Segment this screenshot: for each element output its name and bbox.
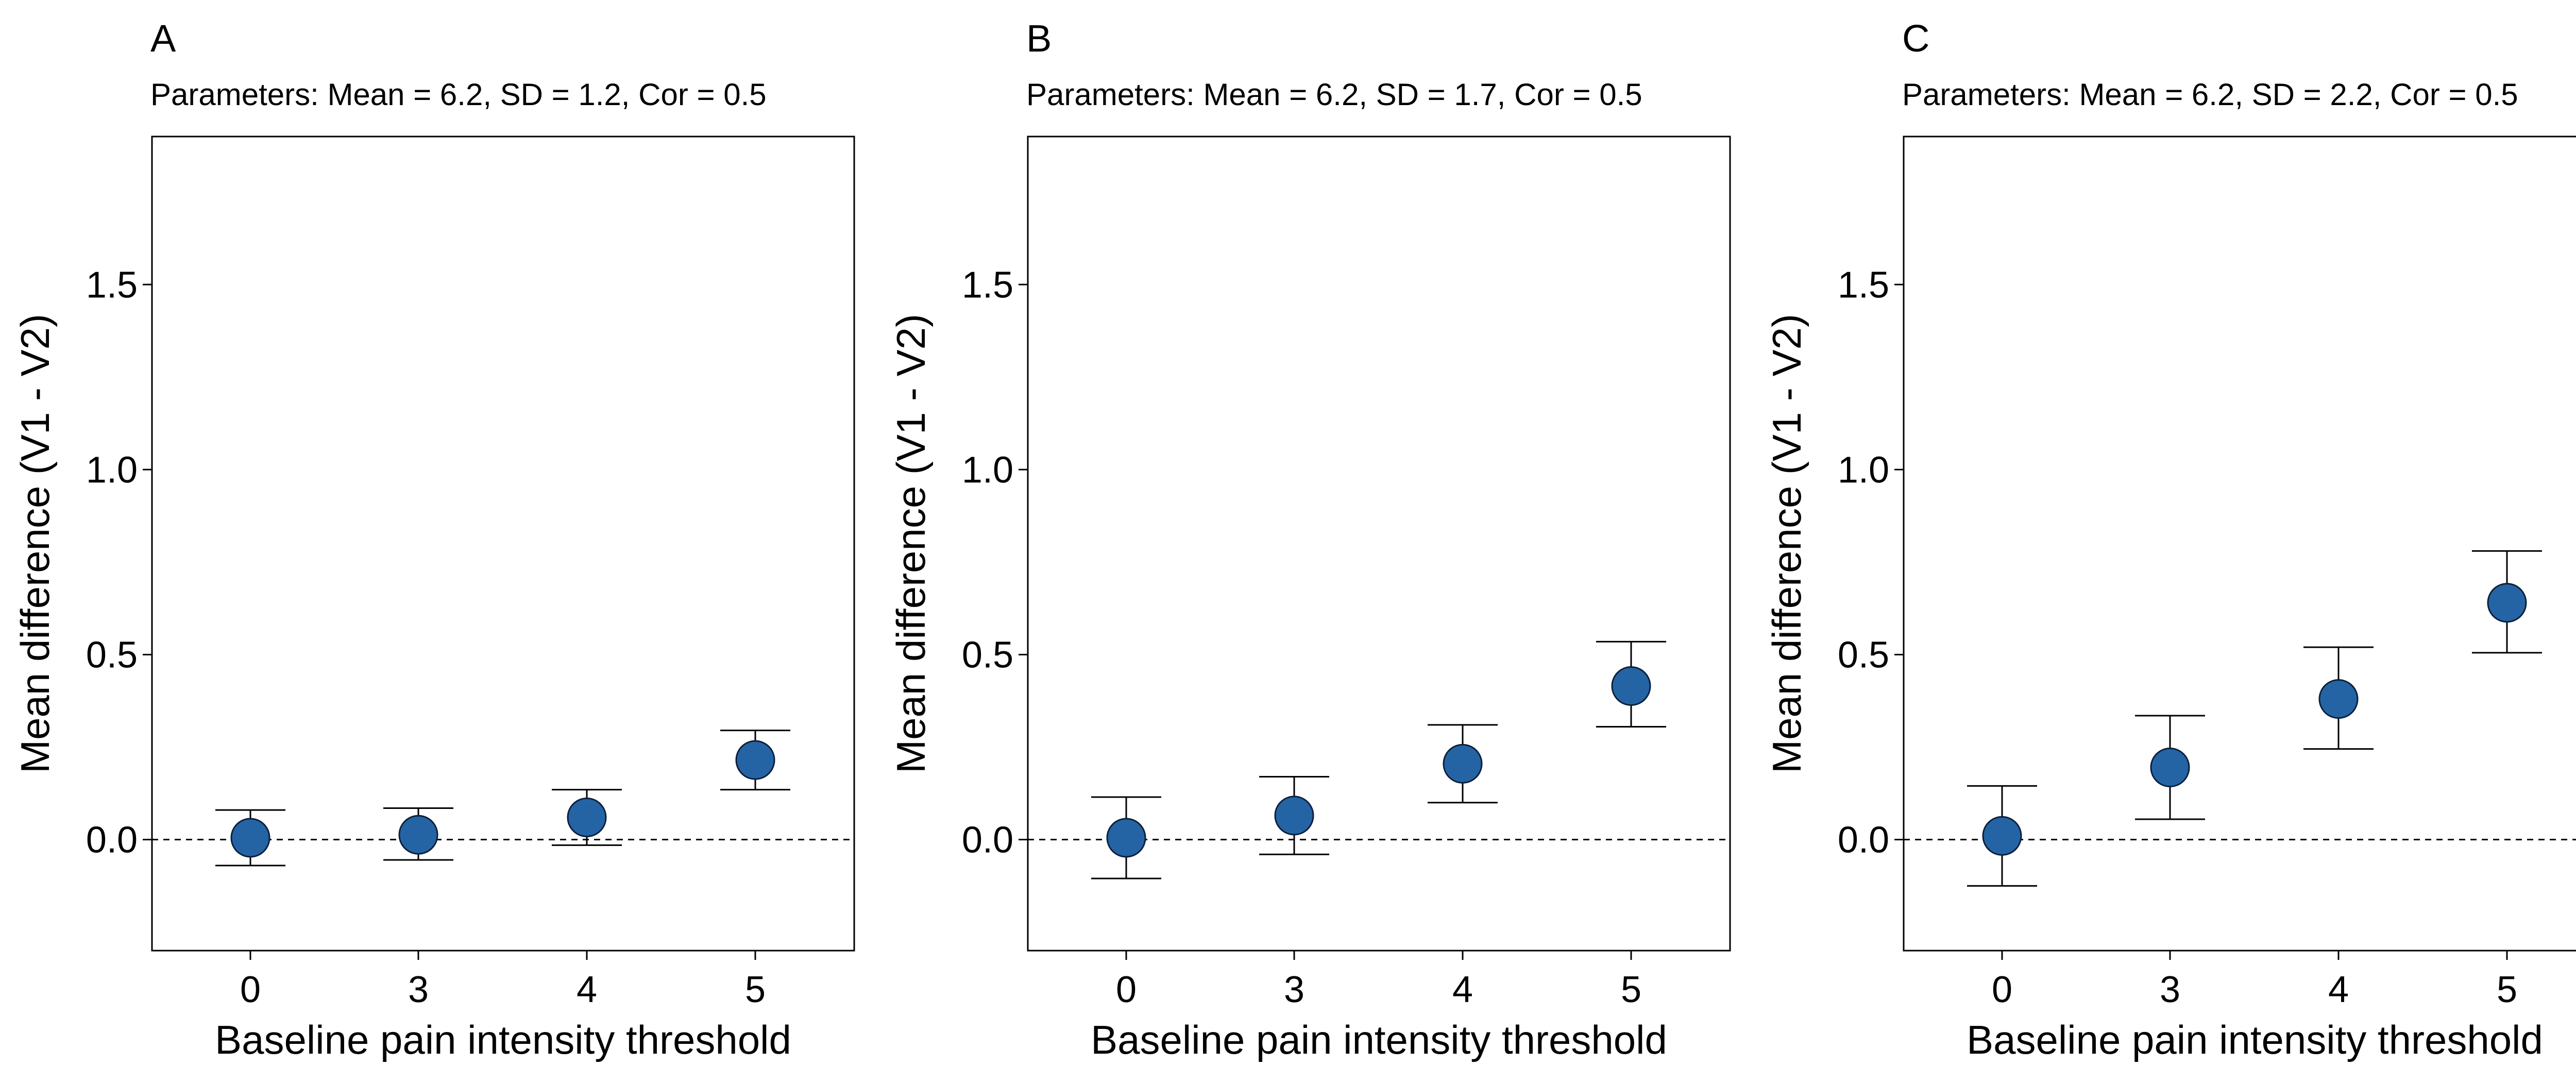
- data-point: [567, 797, 607, 837]
- y-tick-label: 0.5: [1838, 634, 1889, 675]
- x-tick-label: 0: [1116, 969, 1137, 1010]
- x-tick-label: 5: [1621, 969, 1641, 1010]
- x-tick-label: 5: [745, 969, 766, 1010]
- x-tick-label: 4: [2328, 969, 2349, 1010]
- y-tick-label: 1.5: [86, 264, 138, 306]
- panel-subtitle: Parameters: Mean = 6.2, SD = 1.7, Cor = …: [1026, 77, 1642, 112]
- data-point: [1443, 743, 1483, 784]
- y-axis-title: Mean difference (V1 - V2): [888, 314, 934, 773]
- x-tick-label: 5: [2497, 969, 2517, 1010]
- y-tick-label: 1.5: [1838, 264, 1889, 306]
- y-tick-label: 0.0: [1838, 820, 1889, 861]
- plot-frame: [151, 136, 855, 952]
- x-tick-label: 3: [2160, 969, 2180, 1010]
- panel-b: B Parameters: Mean = 6.2, SD = 1.7, Cor =…: [888, 17, 1731, 1062]
- x-tick-label: 4: [577, 969, 597, 1010]
- data-point: [735, 740, 775, 780]
- x-tick-label: 3: [408, 969, 429, 1010]
- x-axis-title: Baseline pain intensity threshold: [1091, 1017, 1667, 1062]
- x-tick-label: 0: [1992, 969, 2012, 1010]
- y-tick-label: 1.0: [1838, 449, 1889, 491]
- data-point: [1274, 796, 1314, 836]
- y-tick-label: 0.0: [962, 820, 1013, 861]
- data-point: [2150, 748, 2190, 787]
- y-tick-label: 0.5: [962, 634, 1013, 675]
- panel-subtitle: Parameters: Mean = 6.2, SD = 2.2, Cor = …: [1902, 77, 2518, 112]
- panel-c: C Parameters: Mean = 6.2, SD = 2.2, Cor =…: [1764, 17, 2576, 1062]
- data-point: [1982, 816, 2022, 856]
- data-point: [1611, 666, 1651, 706]
- x-axis-title: Baseline pain intensity threshold: [1967, 1017, 2543, 1062]
- y-axis-title: Mean difference (V1 - V2): [12, 314, 58, 773]
- data-point: [230, 818, 270, 858]
- plot-frame: [1027, 136, 1731, 952]
- x-axis-title: Baseline pain intensity threshold: [215, 1017, 791, 1062]
- y-axis-title: Mean difference (V1 - V2): [1764, 314, 1809, 773]
- y-tick-label: 0.0: [86, 820, 138, 861]
- panel-letter: C: [1902, 17, 1929, 60]
- panel-letter: B: [1026, 17, 1052, 60]
- y-tick-label: 1.5: [962, 264, 1013, 306]
- y-tick-label: 1.0: [86, 449, 138, 491]
- data-point: [398, 815, 438, 855]
- x-tick-label: 4: [1452, 969, 1473, 1010]
- data-point: [1106, 818, 1146, 858]
- data-point: [2318, 679, 2359, 719]
- y-tick-label: 1.0: [962, 449, 1013, 491]
- panel-letter: A: [150, 17, 176, 60]
- panel-a: A Parameters: Mean = 6.2, SD = 1.2, Cor =…: [12, 17, 855, 1062]
- x-tick-label: 3: [1284, 969, 1304, 1010]
- plot-frame: [1903, 136, 2576, 952]
- panel-subtitle: Parameters: Mean = 6.2, SD = 1.2, Cor = …: [150, 77, 767, 112]
- x-tick-label: 0: [240, 969, 261, 1010]
- y-tick-label: 0.5: [86, 634, 138, 675]
- data-point: [2487, 583, 2527, 623]
